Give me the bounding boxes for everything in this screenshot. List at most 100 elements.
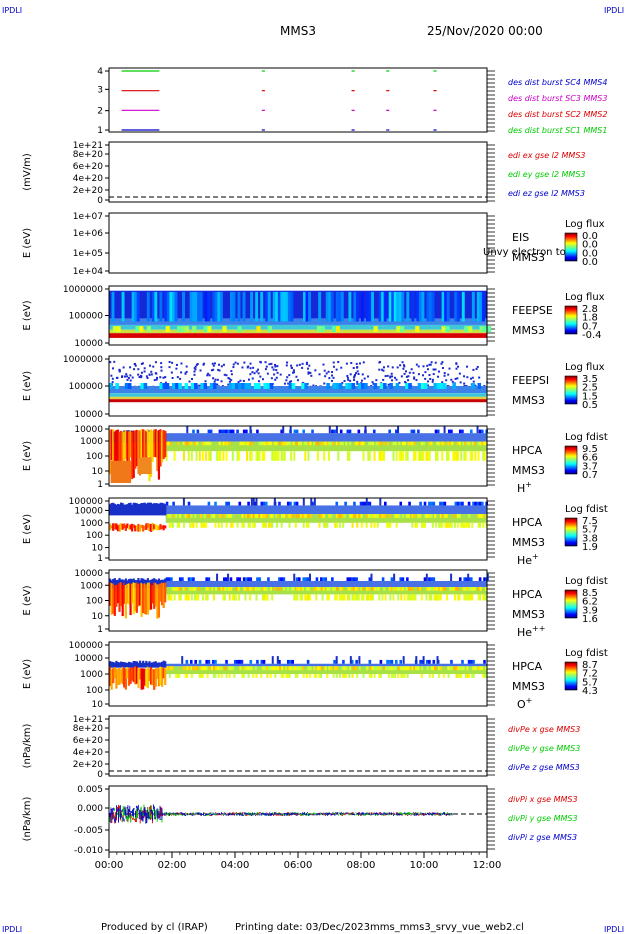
feepsi-scatter-pixel — [331, 379, 334, 382]
hpca-he-pixel — [309, 514, 312, 518]
hpca-h-colorbar-tick: 6.6 — [582, 453, 598, 464]
hpca-he-pixel — [482, 522, 485, 528]
hpca-he-pixel — [173, 514, 176, 518]
feepsi-scatter-pixel — [328, 377, 331, 380]
hpca-he-pixel — [360, 514, 363, 518]
feepsi-scatter-pixel — [472, 368, 475, 371]
feepse-pixel — [471, 291, 475, 322]
feepsi-scatter-pixel — [121, 375, 124, 378]
hpca-he2-frame — [108, 569, 488, 632]
feepsi-scatter-pixel — [475, 367, 478, 370]
hpca-he-pixel — [430, 514, 433, 518]
hpca-o-pixel — [280, 666, 284, 671]
hpca-he-early-blue — [142, 502, 145, 516]
hpca-he2-pixel — [394, 587, 397, 591]
hpca-h-early-band — [121, 431, 124, 469]
hpca-o-pixel — [383, 666, 386, 671]
feepse-pixel — [335, 291, 339, 322]
hpca-h-pixel — [262, 441, 265, 446]
feepsi-pixel — [361, 383, 365, 389]
feepsi-pixel — [162, 383, 167, 389]
hpca-he-early-blue — [129, 502, 132, 516]
feepsi-scatter-pixel — [387, 365, 390, 368]
hpca-he2-pixel — [207, 577, 211, 581]
feepse-pixel — [250, 291, 254, 322]
hpca-he-early-band — [138, 525, 142, 532]
eis-ytick-label: 1e+06 — [73, 229, 104, 239]
hpca-h-ylabel: E (eV) — [22, 441, 33, 471]
feepsi-scatter-pixel — [212, 377, 215, 380]
hpca-he2-pixel — [453, 594, 456, 601]
feepsi-scatter-pixel — [358, 362, 361, 365]
hpca-o-pixel — [434, 666, 437, 671]
hpca-o-early-blue — [110, 661, 113, 668]
hpca-o-pixel — [449, 666, 452, 671]
hpca-o-pixel — [406, 674, 409, 678]
hpca-he2-pixel — [423, 577, 427, 581]
hpca-h-pixel — [217, 451, 220, 461]
hpca-h-pixel — [290, 451, 293, 461]
hpca-h-pixel — [451, 441, 454, 446]
time-axis-label: 12:00 — [473, 860, 502, 871]
hpca-h-spike — [335, 426, 338, 434]
hpca-he-pixel — [192, 522, 195, 528]
hpca-he-pixel — [245, 514, 248, 518]
feepsi-scatter-pixel — [455, 367, 458, 370]
feepse-pixel — [199, 291, 203, 322]
hpca-he-pixel — [411, 514, 414, 518]
hpca-he2-early-band — [116, 584, 120, 604]
feepse-pixel — [393, 291, 397, 322]
hpca-o-pixel — [386, 659, 389, 664]
feepse-pixel — [396, 291, 400, 322]
feepse-pixel — [194, 291, 198, 322]
feepsi-scatter-pixel — [290, 380, 293, 383]
hpca-he2-pixel — [398, 587, 401, 591]
hpca-he2-pixel — [357, 594, 360, 601]
hpca-o-pixel — [225, 659, 228, 664]
feepsi-scatter-pixel — [350, 362, 353, 365]
hpca-he2-early-band — [134, 582, 137, 612]
hpca-h-pixel — [378, 451, 381, 461]
hpca-he2-pixel — [223, 577, 226, 581]
hpca-o-pixel — [306, 659, 310, 664]
feepsi-scatter-pixel — [417, 365, 420, 368]
hpca-o-early-blue — [162, 660, 165, 668]
hpca-h-pixel — [249, 451, 252, 461]
feepsi-scatter-pixel — [424, 377, 427, 380]
hpca-he-pixel — [467, 501, 471, 506]
hpca-he-pixel — [481, 514, 484, 518]
hpca-o-early-band — [127, 668, 131, 686]
hpca-h-pixel — [369, 441, 373, 446]
hpca-o-pixel — [342, 659, 345, 664]
hpca-h-pixel — [222, 441, 225, 446]
hpca-he2-pixel — [348, 577, 352, 581]
hpca-he2-pixel — [258, 577, 261, 581]
hpca-h-pixel — [464, 451, 467, 461]
feepsi-scatter-pixel — [155, 378, 158, 381]
feepsi-scatter-pixel — [424, 371, 427, 374]
hpca-o-pixel — [428, 659, 431, 664]
feepse-pixel — [174, 291, 178, 322]
hpca-o-pixel — [186, 674, 189, 678]
hpca-he2-pixel — [178, 577, 182, 581]
hpca-h-pixel — [456, 441, 460, 446]
feepsi-pixel — [209, 383, 214, 389]
hpca-he-pixel — [247, 522, 250, 528]
feepsi-scatter-pixel — [202, 362, 205, 365]
divpe-ytick-label: 0 — [97, 770, 103, 780]
hpca-o-early-band — [153, 669, 156, 690]
feepsi-scatter-pixel — [249, 373, 252, 376]
hpca-he-pixel — [375, 514, 378, 518]
hpca-he2-ytick-label: 1 — [97, 625, 103, 635]
hpca-h-early-band — [149, 429, 153, 477]
hpca-o-pixel — [471, 666, 475, 671]
hpca-he-pixel — [236, 522, 239, 528]
hpca-o-pixel — [398, 666, 401, 671]
hpca-he2-early-blue — [121, 579, 124, 589]
hpca-o-pixel — [371, 666, 374, 671]
feepse-pixel — [116, 326, 121, 333]
feepse-pixel — [391, 291, 395, 322]
hpca-he2-colorbar-tick: 8.5 — [582, 588, 598, 599]
hpca-he2-pixel — [430, 594, 433, 601]
divpi-ylabel: (nPa/km) — [22, 797, 33, 842]
